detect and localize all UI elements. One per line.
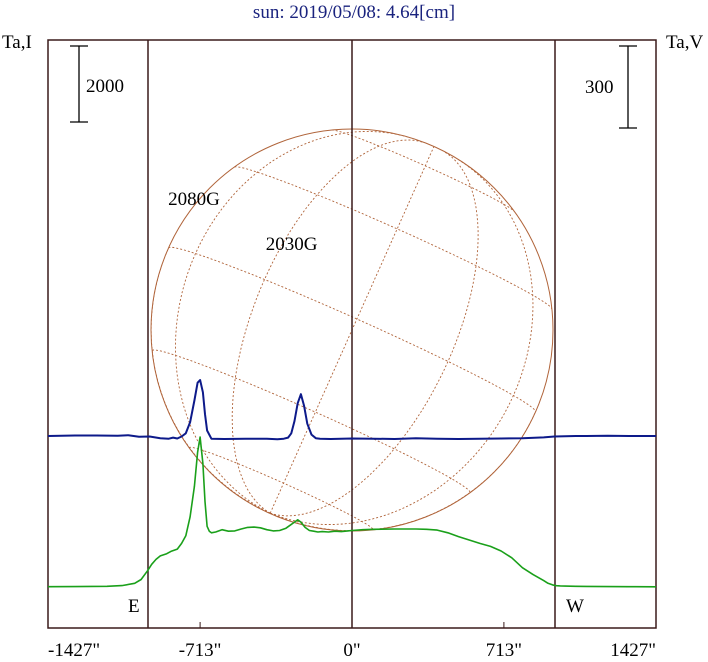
longitude-line (151, 247, 271, 514)
east-marker: E (128, 596, 140, 617)
x-tick-label: 0" (343, 640, 360, 661)
longitude-line (231, 139, 425, 514)
right-scale-bar (619, 45, 637, 129)
left-scale-bar (70, 45, 88, 123)
longitude-line (269, 512, 276, 517)
stokes-v-line (47, 379, 656, 441)
longitude-line (270, 150, 479, 517)
longitude-line (270, 512, 288, 521)
chart-title: sun: 2019/05/08: 4.64[cm] (252, 2, 456, 23)
left-scale-value: 2000 (86, 76, 124, 97)
right-axis-label: Ta,V (666, 32, 703, 53)
west-marker: W (566, 596, 584, 617)
left-axis-label: Ta,I (2, 32, 32, 53)
annotation-layer: 2080G 2030G (168, 189, 318, 255)
annotation-label: 2080G (168, 189, 220, 210)
x-tick-label: -1427" (48, 640, 100, 661)
x-tick-label: 1427" (610, 640, 656, 661)
x-tick-label: -713" (179, 640, 222, 661)
longitude-line (270, 158, 534, 525)
annotation-label: 2030G (266, 234, 318, 255)
x-tick-layer: -1427" -713" 0" 713" 1427" (47, 622, 657, 661)
series-layer (47, 379, 657, 588)
right-scale-value: 300 (585, 77, 614, 98)
longitude-line (174, 131, 409, 514)
x-tick-label: 713" (486, 640, 522, 661)
latitude-line (188, 446, 374, 531)
longitude-line (270, 411, 536, 531)
stokes-i-line (47, 436, 657, 588)
